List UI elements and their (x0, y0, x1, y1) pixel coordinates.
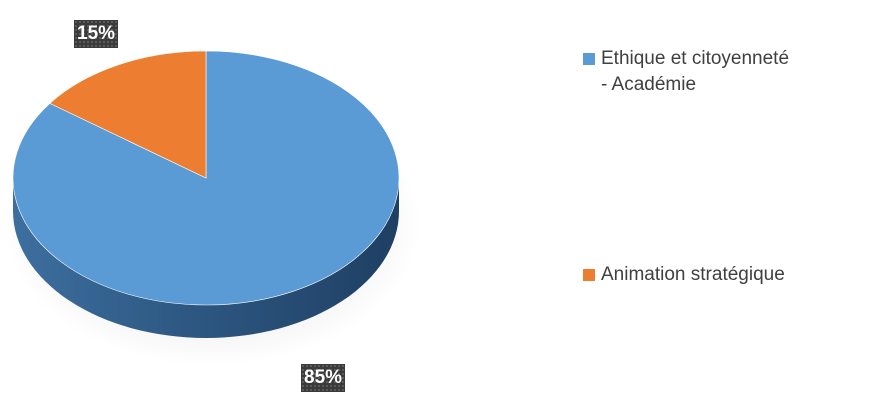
pie-slice-1 (49, 50, 207, 179)
legend-label: Animation stratégique (601, 264, 785, 285)
data-label-85: 85% (301, 364, 346, 392)
legend-label: Ethique et citoyenneté - Académie (601, 48, 790, 95)
legend: Ethique et citoyenneté - Académie Animat… (583, 40, 869, 370)
data-label-15: 15% (74, 20, 119, 48)
legend-item-ethique: Ethique et citoyenneté - Académie (583, 46, 869, 98)
legend-item-animation: Animation stratégique (583, 262, 869, 288)
legend-swatch-blue (583, 53, 595, 65)
legend-swatch-orange (583, 269, 595, 281)
slice-side-0 (13, 178, 399, 338)
